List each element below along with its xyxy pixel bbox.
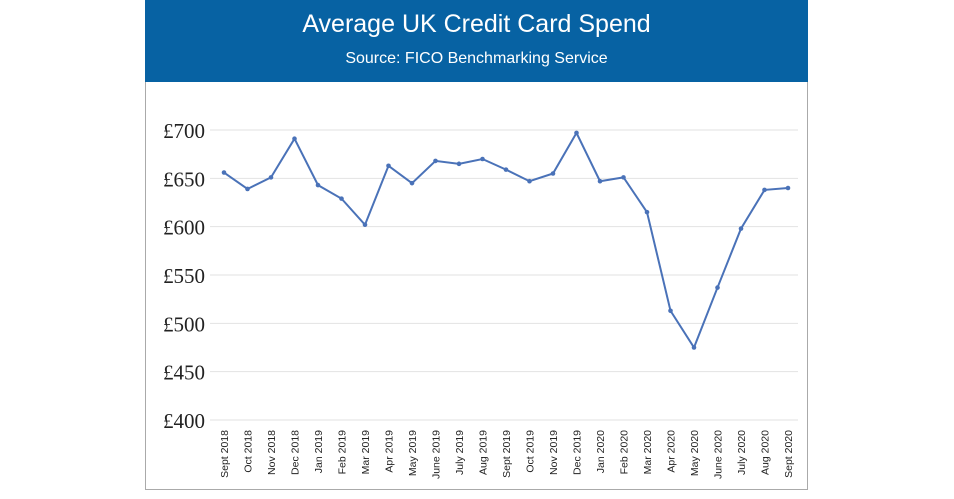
x-tick-label: Oct 2018 bbox=[243, 430, 255, 473]
x-tick-label: Sept 2020 bbox=[783, 430, 795, 478]
x-tick-label: Aug 2019 bbox=[478, 430, 490, 475]
data-point bbox=[315, 182, 321, 188]
data-point bbox=[644, 209, 650, 215]
x-tick-label: Feb 2019 bbox=[337, 430, 349, 475]
y-tick-label: £600 bbox=[163, 216, 205, 240]
series-line bbox=[223, 130, 789, 350]
data-point bbox=[668, 308, 673, 314]
x-tick-label: Aug 2020 bbox=[760, 430, 772, 475]
x-tick-label: July 2019 bbox=[454, 430, 466, 475]
x-tick-label: Dec 2018 bbox=[290, 430, 302, 475]
x-tick-label: May 2020 bbox=[689, 430, 701, 476]
y-tick-label: £400 bbox=[163, 409, 205, 433]
y-tick-label: £450 bbox=[163, 361, 205, 385]
data-point bbox=[456, 161, 462, 167]
data-point bbox=[339, 196, 344, 201]
chart-title: Average UK Credit Card Spend bbox=[302, 10, 651, 38]
x-tick-label: Nov 2019 bbox=[548, 430, 560, 475]
y-tick-label: £700 bbox=[163, 119, 205, 143]
data-point bbox=[503, 167, 509, 172]
x-tick-label: July 2020 bbox=[736, 430, 748, 475]
x-tick-label: Mar 2020 bbox=[642, 430, 654, 475]
data-point bbox=[245, 186, 250, 192]
data-point bbox=[574, 130, 579, 136]
data-point bbox=[480, 156, 485, 162]
x-tick-label: Apr 2019 bbox=[384, 430, 396, 473]
data-point bbox=[527, 178, 532, 184]
x-tick-label: Jan 2020 bbox=[595, 430, 607, 473]
data-point bbox=[738, 226, 744, 231]
x-tick-label: Feb 2020 bbox=[619, 430, 631, 475]
chart-subtitle: Source: FICO Benchmarking Service bbox=[345, 50, 608, 67]
chart-panel bbox=[145, 0, 808, 490]
data-point bbox=[386, 163, 391, 169]
x-tick-label: Dec 2019 bbox=[572, 430, 584, 475]
x-tick-label: May 2019 bbox=[407, 430, 419, 476]
data-point bbox=[221, 170, 227, 175]
data-point bbox=[691, 345, 697, 350]
x-tick-label: Apr 2020 bbox=[666, 430, 678, 473]
x-tick-label: Nov 2018 bbox=[266, 430, 278, 475]
data-point bbox=[785, 185, 791, 191]
x-tick-label: Sept 2018 bbox=[219, 430, 231, 478]
chart-header: Average UK Credit Card Spend Source: FIC… bbox=[145, 0, 808, 82]
data-point bbox=[715, 285, 720, 290]
data-point bbox=[597, 178, 603, 184]
data-point bbox=[268, 175, 274, 180]
data-point bbox=[409, 180, 415, 186]
x-tick-label: Mar 2019 bbox=[360, 430, 372, 475]
data-point bbox=[362, 222, 368, 228]
x-tick-label: June 2020 bbox=[713, 430, 725, 479]
data-point bbox=[621, 175, 626, 180]
data-point bbox=[292, 136, 297, 141]
y-tick-label: £500 bbox=[163, 312, 205, 336]
data-point bbox=[762, 187, 767, 193]
x-tick-label: Oct 2019 bbox=[525, 430, 537, 473]
y-tick-label: £550 bbox=[163, 264, 205, 288]
x-tick-label: Jan 2019 bbox=[313, 430, 325, 473]
x-tick-label: June 2019 bbox=[431, 430, 443, 479]
data-point bbox=[550, 171, 556, 176]
data-point bbox=[433, 158, 438, 164]
y-tick-label: £650 bbox=[163, 167, 205, 191]
x-tick-label: Sept 2019 bbox=[501, 430, 513, 478]
